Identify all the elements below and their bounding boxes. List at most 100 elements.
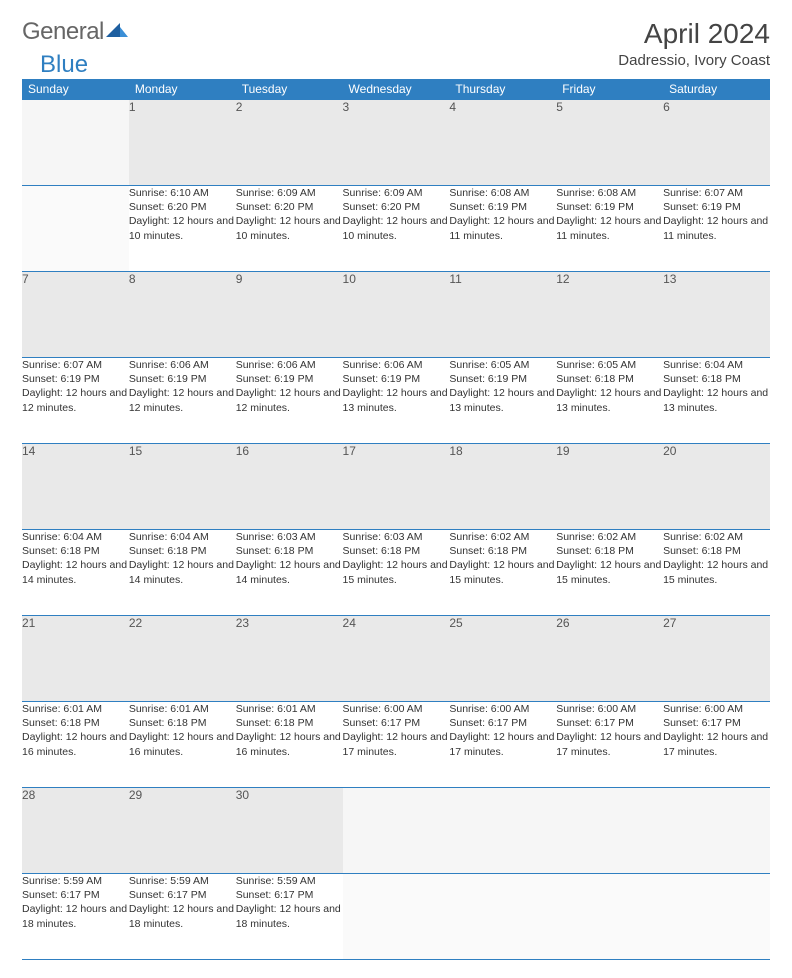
day-number: 29 bbox=[129, 788, 236, 874]
day-content-row: Sunrise: 5:59 AMSunset: 6:17 PMDaylight:… bbox=[22, 874, 770, 960]
day-cell: Sunrise: 5:59 AMSunset: 6:17 PMDaylight:… bbox=[236, 874, 343, 960]
daylight-text: Daylight: 12 hours and 17 minutes. bbox=[556, 730, 663, 758]
sunset-text: Sunset: 6:19 PM bbox=[449, 372, 556, 386]
day-number: 14 bbox=[22, 444, 129, 530]
sunrise-text: Sunrise: 6:03 AM bbox=[343, 530, 450, 544]
day-cell: Sunrise: 5:59 AMSunset: 6:17 PMDaylight:… bbox=[129, 874, 236, 960]
header: General April 2024 Dadressio, Ivory Coas… bbox=[22, 18, 770, 69]
sunrise-text: Sunrise: 6:01 AM bbox=[129, 702, 236, 716]
sunset-text: Sunset: 6:18 PM bbox=[129, 716, 236, 730]
day-cell: Sunrise: 6:04 AMSunset: 6:18 PMDaylight:… bbox=[663, 358, 770, 444]
weekday-header: Wednesday bbox=[343, 79, 450, 100]
day-content-row: Sunrise: 6:10 AMSunset: 6:20 PMDaylight:… bbox=[22, 186, 770, 272]
day-cell: Sunrise: 6:01 AMSunset: 6:18 PMDaylight:… bbox=[129, 702, 236, 788]
day-number: 16 bbox=[236, 444, 343, 530]
sunset-text: Sunset: 6:17 PM bbox=[343, 716, 450, 730]
daylight-text: Daylight: 12 hours and 15 minutes. bbox=[556, 558, 663, 586]
sunrise-text: Sunrise: 6:00 AM bbox=[556, 702, 663, 716]
daylight-text: Daylight: 12 hours and 12 minutes. bbox=[236, 386, 343, 414]
daylight-text: Daylight: 12 hours and 16 minutes. bbox=[236, 730, 343, 758]
day-cell: Sunrise: 6:08 AMSunset: 6:19 PMDaylight:… bbox=[556, 186, 663, 272]
weekday-header: Sunday bbox=[22, 79, 129, 100]
sunset-text: Sunset: 6:18 PM bbox=[236, 716, 343, 730]
sunrise-text: Sunrise: 6:10 AM bbox=[129, 186, 236, 200]
sunset-text: Sunset: 6:18 PM bbox=[556, 544, 663, 558]
daylight-text: Daylight: 12 hours and 17 minutes. bbox=[663, 730, 770, 758]
sunrise-text: Sunrise: 6:06 AM bbox=[129, 358, 236, 372]
logo: General bbox=[22, 18, 130, 46]
day-number: 10 bbox=[343, 272, 450, 358]
day-cell: Sunrise: 6:03 AMSunset: 6:18 PMDaylight:… bbox=[236, 530, 343, 616]
sunrise-text: Sunrise: 6:04 AM bbox=[663, 358, 770, 372]
sunset-text: Sunset: 6:19 PM bbox=[22, 372, 129, 386]
sunrise-text: Sunrise: 5:59 AM bbox=[236, 874, 343, 888]
weekday-header: Friday bbox=[556, 79, 663, 100]
month-title: April 2024 bbox=[618, 18, 770, 50]
sunset-text: Sunset: 6:17 PM bbox=[449, 716, 556, 730]
daylight-text: Daylight: 12 hours and 13 minutes. bbox=[663, 386, 770, 414]
sunset-text: Sunset: 6:18 PM bbox=[22, 716, 129, 730]
sunset-text: Sunset: 6:18 PM bbox=[22, 544, 129, 558]
day-cell: Sunrise: 6:02 AMSunset: 6:18 PMDaylight:… bbox=[556, 530, 663, 616]
day-cell: Sunrise: 6:07 AMSunset: 6:19 PMDaylight:… bbox=[663, 186, 770, 272]
day-number-row: 282930 bbox=[22, 788, 770, 874]
sunset-text: Sunset: 6:20 PM bbox=[343, 200, 450, 214]
day-number: 11 bbox=[449, 272, 556, 358]
day-number: 9 bbox=[236, 272, 343, 358]
day-cell bbox=[22, 186, 129, 272]
sunrise-text: Sunrise: 6:00 AM bbox=[663, 702, 770, 716]
sunrise-text: Sunrise: 6:09 AM bbox=[236, 186, 343, 200]
sunset-text: Sunset: 6:17 PM bbox=[236, 888, 343, 902]
sunrise-text: Sunrise: 5:59 AM bbox=[129, 874, 236, 888]
day-number: 26 bbox=[556, 616, 663, 702]
sunset-text: Sunset: 6:18 PM bbox=[129, 544, 236, 558]
daylight-text: Daylight: 12 hours and 14 minutes. bbox=[129, 558, 236, 586]
sunrise-text: Sunrise: 6:08 AM bbox=[449, 186, 556, 200]
sunset-text: Sunset: 6:20 PM bbox=[236, 200, 343, 214]
sunrise-text: Sunrise: 6:01 AM bbox=[236, 702, 343, 716]
day-content-row: Sunrise: 6:04 AMSunset: 6:18 PMDaylight:… bbox=[22, 530, 770, 616]
day-cell: Sunrise: 6:07 AMSunset: 6:19 PMDaylight:… bbox=[22, 358, 129, 444]
day-number: 19 bbox=[556, 444, 663, 530]
logo-text-blue: Blue bbox=[40, 51, 88, 78]
daylight-text: Daylight: 12 hours and 15 minutes. bbox=[663, 558, 770, 586]
sunset-text: Sunset: 6:19 PM bbox=[343, 372, 450, 386]
day-number: 20 bbox=[663, 444, 770, 530]
daylight-text: Daylight: 12 hours and 11 minutes. bbox=[449, 214, 556, 242]
daylight-text: Daylight: 12 hours and 10 minutes. bbox=[343, 214, 450, 242]
sunset-text: Sunset: 6:17 PM bbox=[663, 716, 770, 730]
sunset-text: Sunset: 6:19 PM bbox=[663, 200, 770, 214]
logo-mark-icon bbox=[106, 18, 128, 46]
day-cell: Sunrise: 6:03 AMSunset: 6:18 PMDaylight:… bbox=[343, 530, 450, 616]
daylight-text: Daylight: 12 hours and 18 minutes. bbox=[22, 902, 129, 930]
day-number: 15 bbox=[129, 444, 236, 530]
day-cell: Sunrise: 6:06 AMSunset: 6:19 PMDaylight:… bbox=[236, 358, 343, 444]
weekday-header: Monday bbox=[129, 79, 236, 100]
day-cell: Sunrise: 6:01 AMSunset: 6:18 PMDaylight:… bbox=[22, 702, 129, 788]
weekday-header-row: Sunday Monday Tuesday Wednesday Thursday… bbox=[22, 79, 770, 100]
logo-text-general: General bbox=[22, 18, 104, 46]
sunset-text: Sunset: 6:19 PM bbox=[556, 200, 663, 214]
day-number: 2 bbox=[236, 100, 343, 186]
day-number: 28 bbox=[22, 788, 129, 874]
day-cell: Sunrise: 6:00 AMSunset: 6:17 PMDaylight:… bbox=[663, 702, 770, 788]
day-cell bbox=[343, 874, 450, 960]
day-content-row: Sunrise: 6:01 AMSunset: 6:18 PMDaylight:… bbox=[22, 702, 770, 788]
daylight-text: Daylight: 12 hours and 16 minutes. bbox=[22, 730, 129, 758]
daylight-text: Daylight: 12 hours and 13 minutes. bbox=[343, 386, 450, 414]
day-cell bbox=[449, 874, 556, 960]
title-block: April 2024 Dadressio, Ivory Coast bbox=[618, 18, 770, 69]
day-number: 22 bbox=[129, 616, 236, 702]
daylight-text: Daylight: 12 hours and 12 minutes. bbox=[22, 386, 129, 414]
daylight-text: Daylight: 12 hours and 17 minutes. bbox=[449, 730, 556, 758]
sunrise-text: Sunrise: 6:07 AM bbox=[22, 358, 129, 372]
daylight-text: Daylight: 12 hours and 18 minutes. bbox=[129, 902, 236, 930]
day-number: 24 bbox=[343, 616, 450, 702]
daylight-text: Daylight: 12 hours and 17 minutes. bbox=[343, 730, 450, 758]
sunrise-text: Sunrise: 6:01 AM bbox=[22, 702, 129, 716]
day-number-row: 21222324252627 bbox=[22, 616, 770, 702]
day-number bbox=[449, 788, 556, 874]
sunrise-text: Sunrise: 6:04 AM bbox=[22, 530, 129, 544]
day-cell: Sunrise: 6:05 AMSunset: 6:19 PMDaylight:… bbox=[449, 358, 556, 444]
sunset-text: Sunset: 6:18 PM bbox=[663, 372, 770, 386]
